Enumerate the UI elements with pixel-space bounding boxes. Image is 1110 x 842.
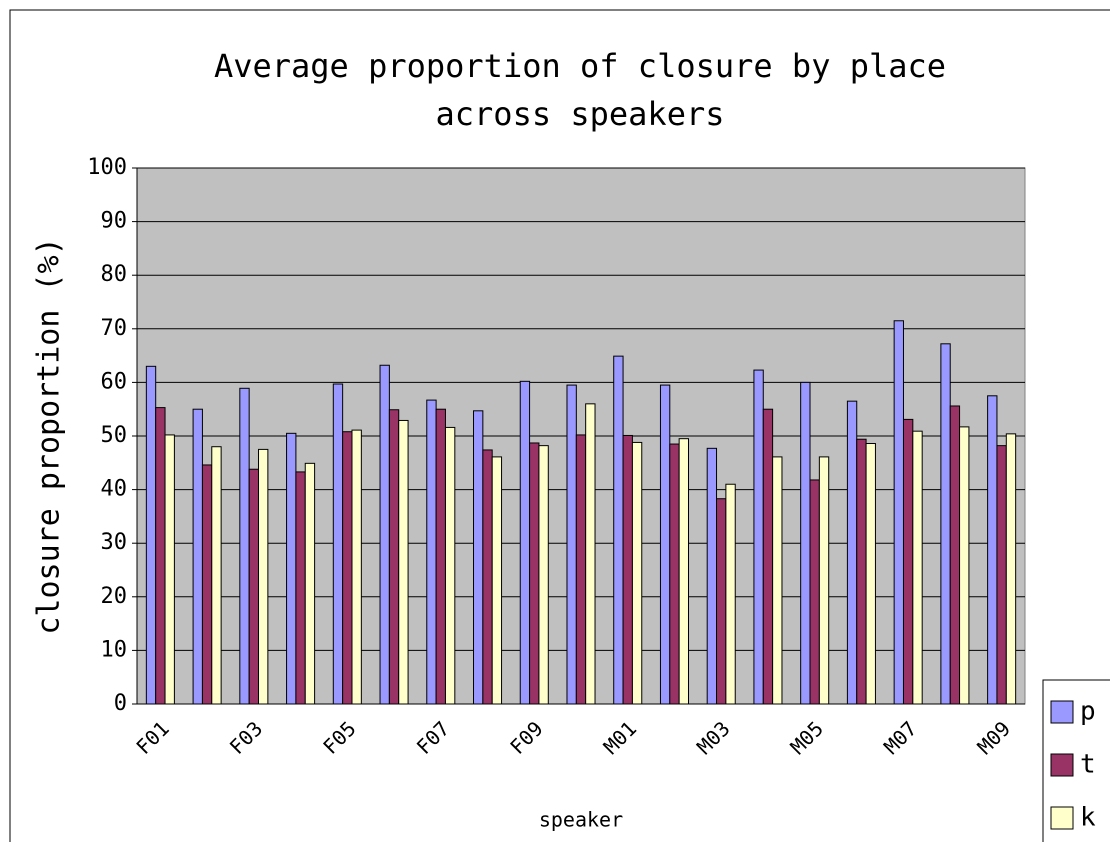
- legend-swatch: [1050, 753, 1074, 777]
- legend-swatch: [1050, 806, 1074, 830]
- bar: [631, 441, 643, 705]
- chart-title: Average proportion of closure by place ac…: [214, 47, 946, 133]
- bar: [725, 483, 736, 705]
- bar: [762, 408, 774, 705]
- bar: [893, 320, 904, 705]
- bar: [351, 429, 362, 705]
- bar: [987, 395, 998, 705]
- bar: [239, 387, 250, 705]
- y-tick-label: 30: [101, 530, 128, 555]
- bar: [678, 438, 689, 705]
- bar: [435, 408, 446, 705]
- bar: [295, 471, 306, 705]
- bar: [622, 434, 633, 705]
- y-tick-label: 100: [87, 155, 127, 180]
- y-axis-label: closure proportion (%): [32, 237, 67, 634]
- bar: [949, 405, 961, 705]
- bar: [538, 445, 549, 705]
- bar: [585, 403, 596, 705]
- bar: [379, 364, 390, 705]
- bar: [426, 399, 437, 705]
- bar: [491, 456, 503, 705]
- bar: [846, 400, 858, 705]
- bar: [566, 384, 577, 705]
- y-tick-label: 70: [101, 316, 128, 341]
- y-tick-label: 10: [101, 637, 128, 662]
- y-tick-label: 20: [101, 584, 128, 609]
- legend-label: p: [1080, 697, 1096, 727]
- bar: [211, 446, 222, 705]
- bar: [332, 383, 344, 705]
- bar: [192, 408, 203, 705]
- bar: [388, 409, 400, 705]
- bar: [444, 426, 456, 705]
- bar: [753, 369, 764, 705]
- legend-swatch: [1050, 700, 1074, 724]
- bar: [865, 443, 876, 705]
- bar: [342, 431, 353, 705]
- bar: [856, 438, 867, 705]
- bar: [772, 456, 783, 705]
- bar: [529, 442, 540, 705]
- y-tick-label: 0: [114, 691, 127, 716]
- bar: [145, 365, 157, 705]
- bar: [716, 498, 727, 705]
- bar: [201, 464, 213, 705]
- bar: [286, 432, 297, 705]
- bar: [809, 479, 820, 705]
- bar: [706, 447, 718, 705]
- bar: [164, 434, 175, 705]
- bar: [996, 445, 1007, 705]
- bar: [519, 380, 531, 705]
- bar: [912, 430, 923, 705]
- bar: [902, 418, 914, 705]
- bar: [473, 410, 484, 705]
- bar: [659, 384, 671, 705]
- bar: [613, 355, 624, 705]
- bar: [1005, 433, 1017, 705]
- bar: [818, 456, 830, 705]
- bar: [398, 419, 409, 705]
- bar: [800, 381, 811, 705]
- legend-label: k: [1080, 803, 1096, 833]
- y-tick-label: 40: [101, 477, 128, 502]
- y-tick-label: 50: [101, 423, 128, 448]
- bar: [669, 443, 680, 705]
- bar: [155, 407, 166, 705]
- bar: [959, 426, 970, 705]
- legend-label: t: [1080, 750, 1096, 780]
- y-tick-label: 80: [101, 262, 128, 287]
- bar: [940, 343, 951, 705]
- bar: [304, 462, 316, 705]
- y-tick-label: 90: [101, 209, 128, 234]
- x-axis-label: speaker: [539, 808, 623, 832]
- y-tick-label: 60: [101, 369, 128, 394]
- bar: [248, 468, 260, 705]
- bar: [575, 434, 587, 705]
- bar: [482, 449, 493, 705]
- bar: [258, 448, 269, 705]
